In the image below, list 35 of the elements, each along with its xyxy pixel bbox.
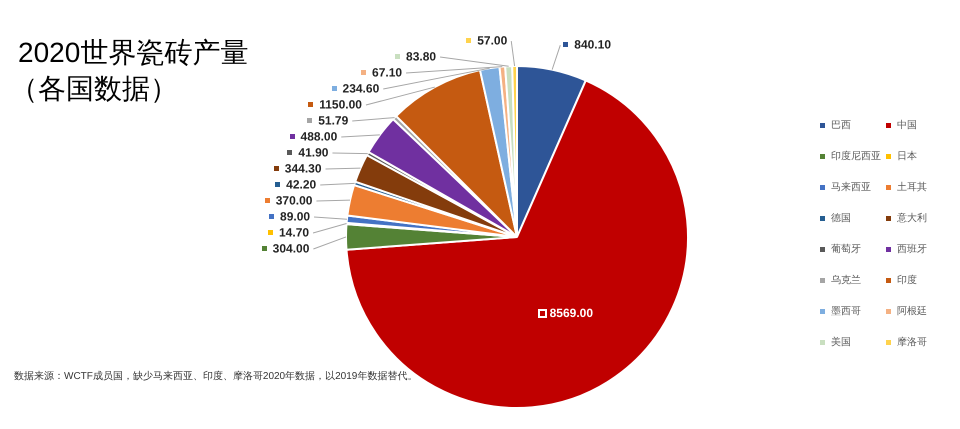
legend-label: 德国 — [831, 212, 851, 225]
legend-label: 美国 — [831, 336, 851, 349]
chart-title: 2020世界瓷砖产量 — [18, 36, 248, 70]
data-label: 67.10 — [372, 65, 402, 80]
data-label: 14.70 — [279, 225, 310, 240]
legend-label: 巴西 — [831, 119, 851, 132]
data-label: 488.00 — [300, 129, 338, 144]
data-label: 840.10 — [574, 38, 612, 52]
legend-label: 印度尼西亚 — [831, 150, 881, 163]
data-label: 42.20 — [286, 177, 317, 192]
legend-label: 摩洛哥 — [897, 336, 927, 349]
data-label: 89.00 — [280, 209, 310, 224]
legend-label: 日本 — [897, 150, 917, 163]
data-label: 8569.00 — [550, 306, 594, 320]
data-label: 234.60 — [342, 81, 380, 96]
legend-label: 西班牙 — [897, 242, 927, 256]
legend-label: 葡萄牙 — [831, 242, 861, 256]
legend-label: 土耳其 — [897, 180, 927, 194]
legend-label: 马来西亚 — [831, 180, 871, 194]
source-note: 数据来源：WCTF成员国，缺少马来西亚、印度、摩洛哥2020年数据，以2019年数据替代。 — [14, 370, 418, 383]
legend-label: 阿根廷 — [897, 304, 927, 318]
legend-label: 乌克兰 — [831, 274, 861, 287]
text: （各国数据） — [10, 72, 178, 106]
legend-label: 中国 — [897, 118, 917, 132]
legend-label: 意大利 — [897, 212, 927, 225]
data-label: 370.00 — [276, 193, 313, 208]
legend-label: 墨西哥 — [831, 305, 861, 318]
legend-label: 印度 — [897, 274, 917, 287]
data-label: 83.80 — [406, 49, 436, 64]
data-label: 1150.00 — [319, 97, 362, 112]
data-label: 41.90 — [298, 145, 329, 160]
data-label: 304.00 — [272, 241, 310, 256]
data-label: 344.30 — [284, 161, 322, 176]
data-label: 57.00 — [477, 33, 508, 48]
data-label: 51.79 — [318, 113, 349, 128]
